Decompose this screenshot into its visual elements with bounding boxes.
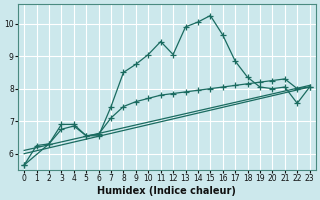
X-axis label: Humidex (Indice chaleur): Humidex (Indice chaleur) xyxy=(98,186,236,196)
